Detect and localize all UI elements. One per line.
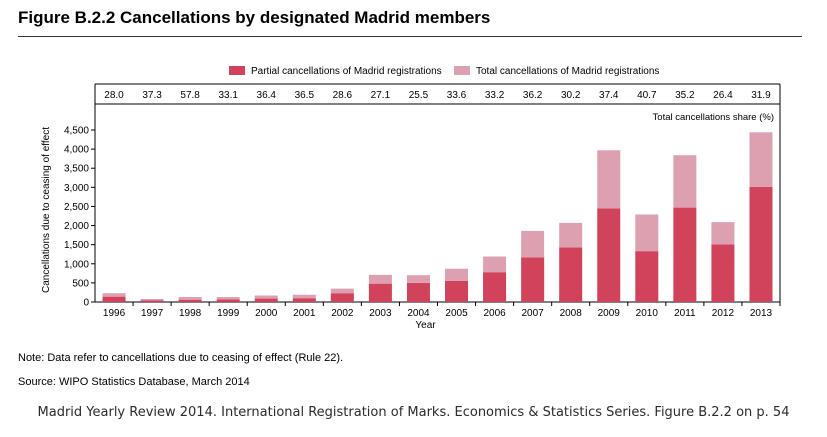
figure-source: Source: WIPO Statistics Database, March …	[18, 376, 250, 388]
x-tick-label: 1997	[141, 308, 164, 319]
y-tick-label: 500	[72, 278, 89, 289]
bar-partial-cancellations	[559, 247, 583, 302]
legend-swatch	[454, 66, 470, 75]
x-tick-label: 2006	[483, 308, 506, 319]
bar-partial-cancellations	[521, 257, 545, 302]
bar-total-cancellations	[368, 274, 392, 284]
y-tick-label: 1,000	[64, 259, 89, 270]
share-value: 36.2	[523, 90, 543, 101]
share-value: 37.4	[599, 90, 619, 101]
share-value: 30.2	[561, 90, 581, 101]
x-tick-label: 2011	[674, 308, 696, 319]
bar-total-cancellations	[635, 214, 659, 252]
y-tick-label: 1,500	[64, 240, 89, 251]
stacked-bar-chart: Partial cancellations of Madrid registra…	[41, 66, 781, 331]
bar-total-cancellations	[559, 222, 583, 248]
bar-total-cancellations	[483, 256, 507, 273]
bar-partial-cancellations	[216, 299, 240, 302]
x-tick-label: 2000	[255, 308, 278, 319]
x-tick-label: 2007	[522, 308, 545, 319]
x-tick-label: 2010	[636, 308, 659, 319]
y-tick-label: 4,500	[64, 126, 89, 137]
bar-total-cancellations	[445, 268, 469, 281]
share-value: 31.9	[751, 90, 771, 101]
x-tick-label: 1998	[179, 308, 202, 319]
bar-total-cancellations	[749, 132, 773, 187]
share-value: 57.8	[180, 90, 200, 101]
bar-total-cancellations	[711, 222, 735, 245]
legend-swatch	[229, 66, 245, 75]
y-tick-label: 2,500	[64, 202, 89, 213]
bar-total-cancellations	[216, 297, 240, 300]
bar-partial-cancellations	[292, 298, 316, 302]
x-tick-label: 2004	[407, 308, 430, 319]
bar-total-cancellations	[254, 295, 278, 299]
bar-total-cancellations	[406, 275, 430, 283]
share-value: 35.2	[675, 90, 695, 101]
bar-partial-cancellations	[635, 251, 659, 302]
x-tick-label: 1999	[217, 308, 240, 319]
share-value: 37.3	[142, 90, 162, 101]
share-value: 28.6	[333, 90, 353, 101]
share-value: 36.4	[257, 90, 277, 101]
bar-partial-cancellations	[368, 283, 392, 302]
share-value: 36.5	[295, 90, 315, 101]
x-tick-label: 2008	[560, 308, 583, 319]
bar-partial-cancellations	[406, 282, 430, 302]
bar-partial-cancellations	[673, 207, 697, 302]
share-label: Total cancellations share (%)	[653, 112, 774, 123]
x-tick-label: 2013	[750, 308, 773, 319]
figure-caption: Madrid Yearly Review 2014. International…	[37, 405, 790, 420]
bar-partial-cancellations	[254, 298, 278, 302]
y-tick-label: 3,000	[64, 183, 89, 194]
bar-total-cancellations	[597, 150, 621, 209]
bar-partial-cancellations	[140, 300, 164, 302]
legend-label: Partial cancellations of Madrid registra…	[251, 66, 442, 77]
share-value: 33.2	[485, 90, 505, 101]
share-value: 26.4	[713, 90, 733, 101]
bar-total-cancellations	[102, 293, 126, 297]
figure-note: Note: Data refer to cancellations due to…	[18, 352, 344, 364]
y-tick-label: 2,000	[64, 221, 89, 232]
x-tick-label: 1996	[103, 308, 126, 319]
x-tick-label: 2012	[712, 308, 735, 319]
y-tick-label: 3,500	[64, 164, 89, 175]
x-tick-label: 2001	[293, 308, 316, 319]
bar-total-cancellations	[330, 288, 354, 294]
share-value: 33.6	[447, 90, 467, 101]
bar-total-cancellations	[292, 294, 316, 299]
y-tick-label: 4,000	[64, 145, 89, 156]
bar-total-cancellations	[140, 298, 164, 301]
bar-partial-cancellations	[330, 293, 354, 302]
y-tick-label: 0	[83, 298, 89, 309]
x-tick-label: 2005	[445, 308, 468, 319]
y-axis-title: Cancellations due to ceasing of effect	[41, 127, 52, 293]
bar-total-cancellations	[178, 297, 202, 300]
bar-total-cancellations	[673, 155, 697, 208]
x-tick-label: 2003	[369, 308, 392, 319]
share-value: 40.7	[637, 90, 657, 101]
share-value: 27.1	[371, 90, 391, 101]
bar-partial-cancellations	[178, 299, 202, 302]
bar-partial-cancellations	[102, 296, 126, 302]
bar-partial-cancellations	[597, 208, 621, 302]
x-tick-label: 2002	[331, 308, 354, 319]
bar-partial-cancellations	[749, 186, 773, 302]
x-axis-title: Year	[415, 320, 436, 331]
title-divider	[18, 36, 802, 37]
legend-label: Total cancellations of Madrid registrati…	[476, 66, 659, 77]
share-value: 33.1	[218, 90, 238, 101]
bar-total-cancellations	[521, 230, 545, 258]
share-value: 25.5	[409, 90, 429, 101]
share-value: 28.0	[104, 90, 124, 101]
bar-partial-cancellations	[711, 244, 735, 302]
figure-title: Figure B.2.2 Cancellations by designated…	[18, 8, 491, 27]
x-tick-label: 2009	[598, 308, 621, 319]
bar-partial-cancellations	[483, 272, 507, 302]
bar-partial-cancellations	[445, 280, 469, 302]
